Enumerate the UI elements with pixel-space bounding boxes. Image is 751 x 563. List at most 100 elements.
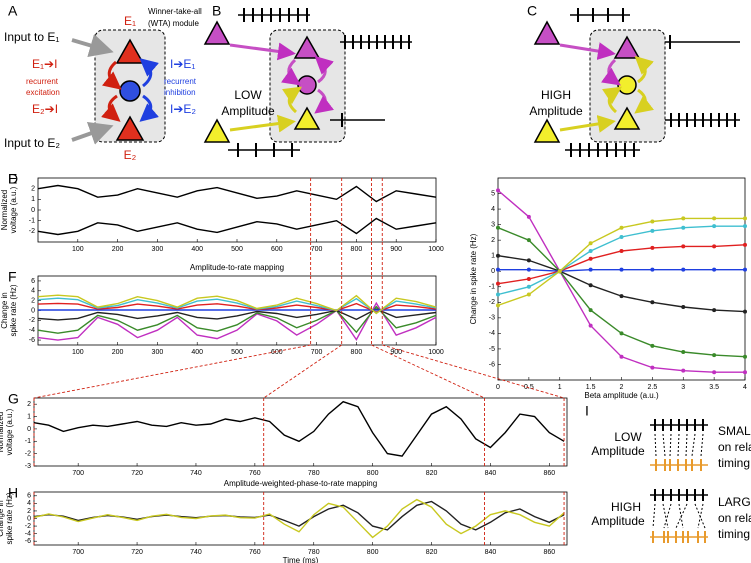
label: on relative spike [718,511,751,525]
zoom-link [33,344,311,399]
chart-title: Amplitude-weighted-phase-to-rate mapping [224,479,377,488]
panel-label: B [212,3,221,19]
y-tick-label: -5 [489,346,495,353]
panel-label: C [527,3,537,19]
x-tick-label: 600 [271,349,283,356]
x-tick-label: 700 [311,349,323,356]
label: Amplitude [591,514,645,528]
x-tick-label: 0 [496,384,500,391]
link [677,433,680,457]
panel-label: F [8,269,17,285]
label: HIGH [611,500,641,514]
point [588,256,593,261]
point [526,267,531,272]
arrow [559,115,616,133]
node [297,75,317,95]
i-node [119,80,141,102]
input-node [203,118,231,143]
x-tick-label: 700 [72,549,84,556]
y-axis-label: voltage (a.u.) [5,408,14,455]
label: Input to E₂ [4,136,60,150]
y-axis-label: spike rate (Hz) [5,492,14,544]
y-tick-label: 0 [27,515,31,522]
y-tick-label: 6 [27,493,31,500]
link [669,433,672,457]
point [743,309,747,314]
plot-frame [33,491,568,546]
point [743,224,747,229]
arrow [634,55,654,84]
label: LOW [234,88,262,102]
label: Winner-take-all [148,7,202,16]
y-tick-label: -2 [29,228,35,235]
arrow [602,86,622,114]
point [712,216,717,221]
y-axis-label: Change in [0,292,9,328]
point [743,216,747,221]
label: HIGH [541,88,571,102]
point [526,214,531,219]
x-tick-label: 720 [131,549,143,556]
label: on relative spike [718,440,751,454]
arrow [139,94,159,122]
y-tick-label: -4 [25,530,31,537]
x-axis-label: Time (ms) [283,556,319,563]
label: (WTA) module [148,19,200,28]
panel-label: I [585,403,589,419]
zoom-link [371,344,485,399]
x-tick-label: 800 [367,470,379,477]
label: I➔E₂ [170,102,196,116]
arrow [101,94,121,122]
point [619,331,624,336]
point [743,354,747,359]
y-tick-label: 1 [31,196,35,203]
y-axis-label: Normalized [0,412,5,452]
y-tick-label: 0 [27,426,31,433]
link [662,503,669,529]
y-axis-label: Change in [0,500,5,536]
panel-i: I LOW Amplitude SMALL influence on relat… [585,403,751,541]
link [652,503,656,529]
x-tick-label: 2 [620,384,624,391]
point [496,292,500,297]
y-tick-label: 0 [31,307,35,314]
y-tick-label: -3 [489,315,495,322]
x-tick-label: 4 [743,384,747,391]
point [743,267,747,272]
series-line [33,498,565,539]
label: recurrent [164,77,197,86]
series-line [37,308,437,321]
zoom-link [382,344,565,399]
x-tick-label: 900 [390,246,402,253]
node [613,35,641,59]
point [588,241,593,246]
panel-label: G [8,391,19,407]
x-axis-label: Beta amplitude (a.u.) [584,391,659,400]
y-tick-label: -4 [489,330,495,337]
panel-label: D [8,171,18,187]
series-line [37,305,437,334]
point [588,308,593,313]
x-tick-label: 3 [681,384,685,391]
y-tick-label: 1 [27,413,31,420]
y-tick-label: 2 [31,297,35,304]
input-node [533,118,561,143]
node [293,35,321,59]
label: LARGE influence [718,495,751,509]
point [588,283,593,288]
x-tick-label: 200 [112,349,124,356]
point [712,308,717,313]
link [662,433,666,457]
label: SMALL influence [718,424,751,438]
label: I➔E₁ [170,57,195,71]
x-tick-label: 780 [308,549,320,556]
x-tick-label: 600 [271,246,283,253]
x-tick-label: 700 [311,246,323,253]
e1-node [115,38,145,64]
label: E₁➔I [32,57,57,71]
panel-c: C HIGH Amplitude [527,3,666,143]
point [619,235,624,240]
point [557,269,562,274]
x-tick-label: 1000 [428,349,444,356]
point [650,300,655,305]
